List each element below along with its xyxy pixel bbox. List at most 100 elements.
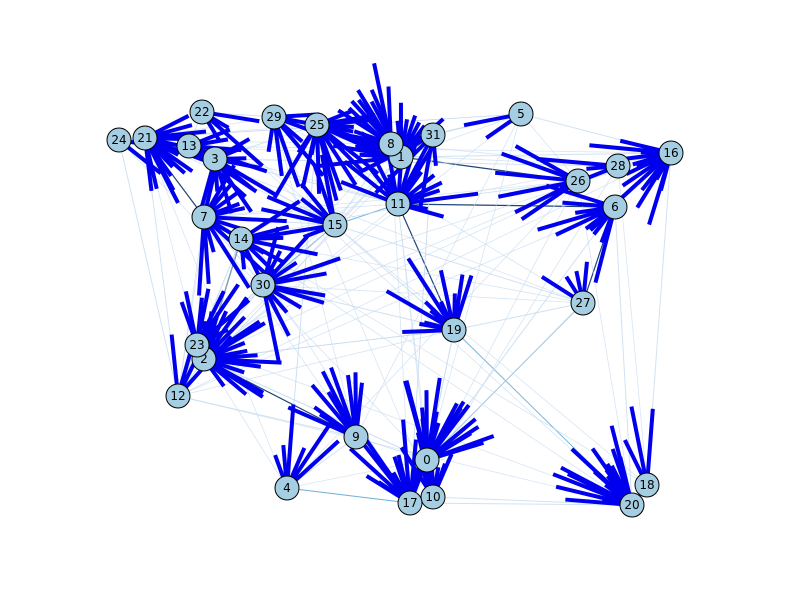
graph-node: 0: [414, 447, 440, 473]
node-circle: [441, 317, 467, 343]
node-label: 30: [255, 278, 270, 292]
graph-node: 9: [343, 424, 369, 450]
node-circle: [304, 112, 330, 138]
node-label: 1: [397, 150, 405, 164]
graph-node: 4: [274, 475, 300, 501]
graph-node: 15: [322, 212, 348, 238]
node-circle: [132, 125, 158, 151]
graph-node: 19: [441, 317, 467, 343]
node-label: 24: [111, 133, 126, 147]
node-circle: [343, 424, 369, 450]
graph-edge: [426, 302, 584, 461]
graph-arrow: [401, 419, 412, 504]
graph-node: 10: [420, 484, 446, 510]
graph-edge: [355, 113, 522, 438]
graph-node: 30: [250, 272, 276, 298]
graph-edge: [177, 152, 672, 397]
graph-node: 27: [570, 290, 596, 316]
node-circle: [191, 204, 217, 230]
graph-arrow: [495, 170, 579, 183]
node-circle: [106, 127, 132, 153]
node-circle: [570, 290, 596, 316]
graph-arrow: [262, 256, 341, 287]
node-label: 19: [446, 323, 461, 337]
graph-edge: [240, 238, 648, 486]
graph-node: 8: [378, 131, 404, 157]
graph-arrow: [261, 284, 281, 363]
node-label: 31: [425, 128, 440, 142]
node-circle: [385, 191, 411, 217]
node-circle: [189, 99, 215, 125]
graph-arrow: [629, 406, 649, 486]
graph-node: 31: [420, 122, 446, 148]
node-circle: [508, 101, 534, 127]
graph-arrow: [372, 62, 393, 145]
node-label: 13: [181, 139, 196, 153]
arrows-layer: [117, 62, 673, 507]
node-label: 29: [266, 110, 281, 124]
graph-arrow: [260, 207, 336, 227]
node-label: 26: [570, 174, 585, 188]
node-label: 20: [624, 498, 639, 512]
graph-arrow: [536, 156, 619, 168]
graph-arrow: [396, 134, 435, 203]
node-circle: [605, 153, 631, 179]
node-circle: [378, 131, 404, 157]
graph-edge: [334, 224, 648, 486]
graph-node: 28: [605, 153, 631, 179]
node-circle: [274, 475, 300, 501]
node-label: 7: [200, 210, 208, 224]
node-label: 3: [211, 152, 219, 166]
graph-node: 24: [106, 127, 132, 153]
graph-node: 14: [228, 226, 254, 252]
node-label: 28: [610, 159, 625, 173]
graph-edge: [286, 459, 428, 489]
node-circle: [420, 484, 446, 510]
graph-arrow: [348, 447, 412, 505]
graph-edge: [203, 113, 522, 360]
node-label: 5: [517, 107, 525, 121]
graph-edge: [614, 206, 633, 506]
node-label: 9: [352, 430, 360, 444]
graph-node: 13: [176, 133, 202, 159]
node-circle: [184, 332, 210, 358]
graph-node: 22: [189, 99, 215, 125]
node-circle: [397, 490, 423, 516]
graph-edge: [286, 180, 579, 489]
node-label: 27: [575, 296, 590, 310]
node-circle: [250, 272, 276, 298]
node-circle: [165, 383, 191, 409]
graph-arrow: [497, 179, 579, 199]
graph-edge: [577, 180, 633, 506]
graph-node: 12: [165, 383, 191, 409]
node-label: 8: [387, 137, 395, 151]
node-circle: [634, 472, 660, 498]
node-label: 17: [402, 496, 417, 510]
graph-node: 25: [304, 112, 330, 138]
node-circle: [261, 104, 287, 130]
graph-edge: [520, 113, 579, 182]
graph-node: 29: [261, 104, 287, 130]
node-circle: [420, 122, 446, 148]
graph-edge: [118, 139, 179, 397]
node-circle: [414, 447, 440, 473]
node-label: 21: [137, 131, 152, 145]
node-circle: [619, 492, 645, 518]
node-circle: [176, 133, 202, 159]
graph-arrow: [202, 215, 251, 289]
graph-edge: [409, 502, 633, 506]
graph-node: 16: [658, 140, 684, 166]
node-circle: [202, 146, 228, 172]
node-label: 18: [639, 478, 654, 492]
node-circle: [322, 212, 348, 238]
graph-node: 23: [184, 332, 210, 358]
node-label: 11: [390, 197, 405, 211]
graph-arrow: [255, 223, 336, 240]
graph-node: 11: [385, 191, 411, 217]
node-circle: [602, 194, 628, 220]
graph-edge: [617, 165, 648, 486]
graph-node: 6: [602, 194, 628, 220]
graph-arrow: [397, 191, 479, 206]
node-label: 6: [611, 200, 619, 214]
node-label: 4: [283, 481, 291, 495]
